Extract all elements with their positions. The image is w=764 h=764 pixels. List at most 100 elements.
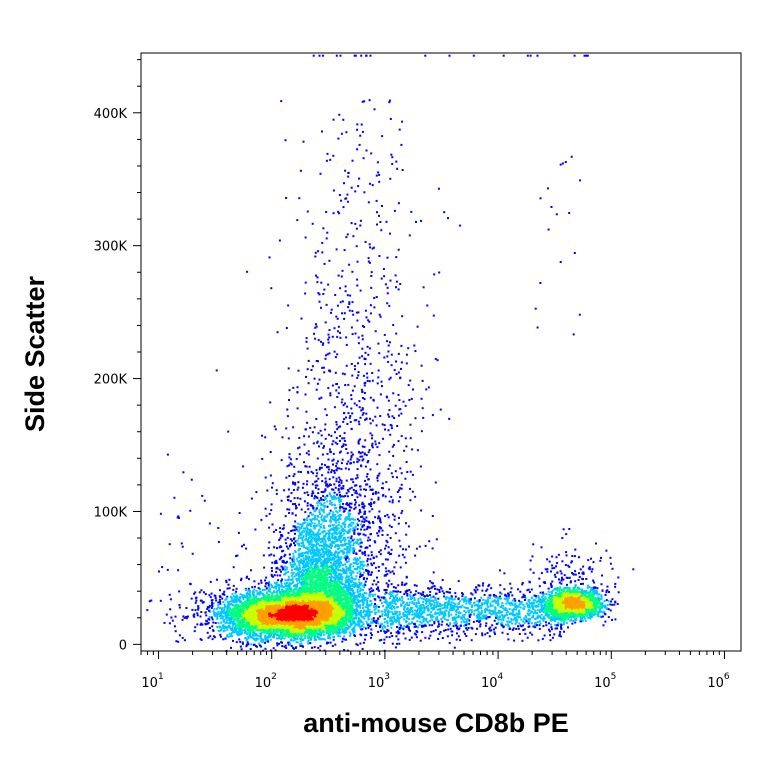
scatter-point <box>269 588 271 591</box>
scatter-point <box>236 617 239 620</box>
scatter-point <box>272 628 275 631</box>
scatter-point <box>383 638 386 641</box>
scatter-point <box>271 599 274 601</box>
scatter-point <box>216 626 219 628</box>
scatter-point <box>353 634 356 637</box>
scatter-point <box>358 625 361 628</box>
scatter-point <box>266 593 269 596</box>
scatter-point <box>254 639 257 642</box>
scatter-point <box>360 628 363 631</box>
scatter-point <box>285 624 288 627</box>
scatter-point <box>325 627 327 630</box>
scatter-point <box>284 644 287 647</box>
scatter-point <box>340 622 343 624</box>
scatter-point <box>227 616 229 619</box>
scatter-point <box>342 622 345 625</box>
scatter-point <box>235 617 237 620</box>
scatter-point <box>259 597 261 600</box>
scatter-point <box>251 593 254 596</box>
scatter-point <box>211 625 214 628</box>
scatter-point <box>252 608 255 611</box>
scatter-point <box>265 636 268 639</box>
scatter-point <box>349 625 352 628</box>
scatter-point <box>215 599 218 602</box>
scatter-point <box>245 639 248 642</box>
scatter-point <box>313 627 316 630</box>
scatter-point <box>326 629 329 632</box>
scatter-point <box>241 641 244 644</box>
scatter-point <box>211 605 214 608</box>
scatter-point <box>352 631 355 634</box>
scatter-point <box>217 606 220 609</box>
scatter-point <box>356 624 359 627</box>
scatter-point <box>203 591 205 594</box>
scatter-point <box>175 640 178 643</box>
scatter-point <box>322 627 325 630</box>
scatter-point <box>270 627 273 629</box>
scatter-point <box>254 616 257 618</box>
scatter-point <box>227 602 230 605</box>
scatter-point <box>265 611 268 614</box>
scatter-point <box>367 618 370 621</box>
scatter-point <box>217 604 220 607</box>
scatter-point <box>228 600 231 603</box>
scatter-point <box>252 623 255 626</box>
scatter-point <box>220 617 223 620</box>
scatter-point <box>205 614 208 617</box>
scatter-point <box>295 586 298 589</box>
scatter-point <box>351 599 354 602</box>
scatter-point <box>260 631 263 634</box>
scatter-point <box>207 621 210 624</box>
scatter-point <box>326 628 329 631</box>
scatter-point <box>232 629 235 632</box>
scatter-point <box>276 644 279 647</box>
scatter-point <box>312 634 315 637</box>
scatter-point <box>280 621 283 624</box>
scatter-point <box>268 601 271 604</box>
scatter-point <box>295 598 298 601</box>
scatter-point <box>217 601 220 604</box>
scatter-point <box>325 630 328 633</box>
scatter-point <box>247 609 250 612</box>
scatter-point <box>206 608 209 610</box>
scatter-point <box>206 606 209 609</box>
scatter-point <box>332 613 335 616</box>
scatter-point <box>247 627 249 630</box>
scatter-point <box>254 623 256 626</box>
scatter-point <box>286 591 289 594</box>
scatter-point <box>220 621 222 624</box>
scatter-point <box>233 627 236 630</box>
scatter-point <box>266 594 269 597</box>
scatter-point <box>273 590 275 593</box>
scatter-point <box>245 625 248 628</box>
scatter-point <box>366 622 369 625</box>
scatter-point <box>227 614 230 616</box>
scatter-point <box>233 599 236 602</box>
scatter-point <box>345 603 348 606</box>
scatter-point <box>258 635 261 638</box>
scatter-point <box>230 609 233 612</box>
scatter-point <box>239 621 241 624</box>
scatter-point <box>217 613 220 615</box>
scatter-point <box>251 597 254 600</box>
scatter-point <box>273 628 276 631</box>
scatter-point <box>286 590 289 593</box>
scatter-point <box>344 620 347 623</box>
scatter-point <box>315 621 318 624</box>
scatter-point <box>340 613 343 616</box>
scatter-point <box>377 622 380 625</box>
scatter-point <box>347 610 350 613</box>
scatter-point <box>229 613 232 616</box>
scatter-point <box>276 631 279 633</box>
scatter-point <box>234 622 237 625</box>
scatter-point <box>221 607 224 610</box>
scatter-point <box>291 623 294 625</box>
scatter-point <box>358 613 361 616</box>
scatter-point <box>242 594 245 597</box>
scatter-point <box>197 608 200 611</box>
scatter-point <box>351 614 354 616</box>
scatter-point <box>365 620 368 623</box>
scatter-point <box>356 598 359 601</box>
scatter-point <box>329 613 332 616</box>
scatter-point <box>383 601 386 603</box>
